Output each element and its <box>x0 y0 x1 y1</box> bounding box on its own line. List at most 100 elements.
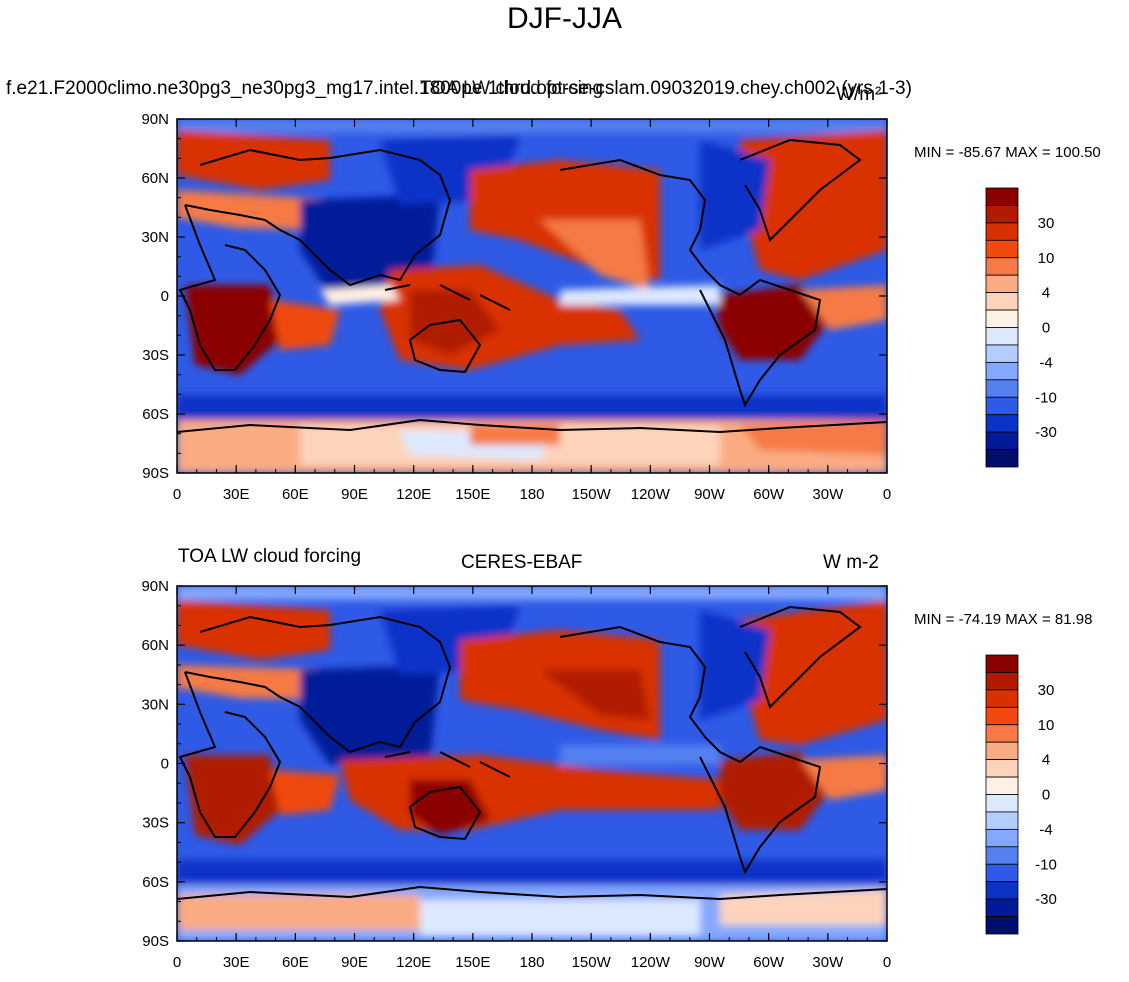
panel2-lon-label: 90E <box>341 954 368 971</box>
panel2-colorbar-label: -10 <box>1035 856 1057 873</box>
panel1-colorbar-label: 4 <box>1042 285 1050 302</box>
panel1-colorbar-swatch <box>985 309 1019 328</box>
panel2-colorbar-swatch <box>985 794 1019 813</box>
panel1-colorbar-swatch <box>985 257 1019 276</box>
panel2-colorbar-swatch <box>985 776 1019 795</box>
panel1-lat-label: 90S <box>142 465 169 482</box>
colorbar-layer: 30 10 4 0 -4 -10 -30 30 10 4 0 -4 -10 -30 <box>985 187 1057 935</box>
panel1-lon-label: 60W <box>753 486 785 503</box>
panel1-lon-label: 120E <box>396 486 431 503</box>
panel2-lat-label: 60N <box>141 637 169 654</box>
panel2-lon-label: 60E <box>282 954 309 971</box>
panel2-lon-label: 150E <box>455 954 490 971</box>
panel1-colorbar-swatch <box>985 327 1019 346</box>
panel2-lon-label: 30E <box>223 954 250 971</box>
panel1-map <box>176 118 888 474</box>
panel1-lon-label: 0 <box>883 486 891 503</box>
panel2-lat-label: 30S <box>142 815 169 832</box>
panel1-colorbar-label: 10 <box>1038 250 1055 267</box>
panel2-lat-label: 0 <box>161 756 169 773</box>
panel2-colorbar-swatch <box>985 654 1019 673</box>
panel1-lon-label: 60E <box>282 486 309 503</box>
panel2-colorbar-swatch <box>985 706 1019 726</box>
panel1-lon-label: 30W <box>812 486 844 503</box>
panel1-colorbar-swatch <box>985 449 1019 468</box>
panel2-colorbar-swatch <box>985 724 1019 743</box>
panel2-lat-label: 90N <box>141 578 169 595</box>
panel1-colorbar-label: 30 <box>1038 215 1055 232</box>
panel2-units: W m-2 <box>823 552 879 573</box>
panel2-colorbar-label: 30 <box>1038 682 1055 699</box>
panel1-lon-label: 0 <box>173 486 181 503</box>
panel1-colorbar-swatch <box>985 396 1019 416</box>
panel2-colorbar-swatch <box>985 689 1019 708</box>
panel2-lon-label: 30W <box>812 954 844 971</box>
panel1-coastlines <box>177 138 887 434</box>
panel2-colorbar-swatch <box>985 863 1019 883</box>
panel1-colorbar-swatch <box>985 379 1019 398</box>
panel1-colorbar-label: 0 <box>1042 320 1050 337</box>
panel2-coastlines <box>177 605 887 901</box>
panel2-minmax: MIN = -74.19 MAX = 81.98 <box>914 611 1093 628</box>
panel2-colorbar-swatch <box>985 898 1019 917</box>
panel2-colorbar-label: -30 <box>1035 891 1057 908</box>
panel2-dataset-title: CERES-EBAF <box>461 552 583 573</box>
panel1-lon-label: 90E <box>341 486 368 503</box>
panel2-map <box>176 585 888 942</box>
panel2-variable-title: TOA LW cloud forcing <box>178 546 362 567</box>
panel2-lon-label: 0 <box>883 954 891 971</box>
panel2-colorbar-swatch <box>985 828 1019 848</box>
panel2-colorbar-label: 10 <box>1038 717 1055 734</box>
panel2-colorbar-swatch <box>985 672 1019 691</box>
panel2-colorbar-label: -4 <box>1039 821 1052 838</box>
panel1-colorbar-label: -30 <box>1035 424 1057 441</box>
panel2-colorbar-swatch <box>985 759 1019 778</box>
panel1-colorbar-label: -10 <box>1035 389 1057 406</box>
panel2-lon-label: 180 <box>519 954 544 971</box>
panel1-variable-title: TOA LW cloud forcing <box>420 78 604 99</box>
panel2-lon-label: 120W <box>631 954 671 971</box>
panel1-lon-label: 150E <box>455 486 490 503</box>
panel1-lat-label: 30S <box>142 347 169 364</box>
panel1-minmax: MIN = -85.67 MAX = 100.50 <box>914 144 1101 161</box>
panel1-lat-label: 90N <box>141 111 169 128</box>
panel1-colorbar-swatch <box>985 414 1019 433</box>
panel1-colorbar-swatch <box>985 361 1019 381</box>
panel1-colorbar-swatch <box>985 222 1019 241</box>
panel2-colorbar-swatch <box>985 846 1019 865</box>
panel1-field-patches <box>177 119 887 473</box>
panel1-lon-label: 150W <box>572 486 612 503</box>
panel2-colorbar-swatch <box>985 741 1019 761</box>
panel1-lat-label: 60S <box>142 406 169 423</box>
panel2-colorbar-label: 4 <box>1042 752 1050 769</box>
panel1-lon-label: 180 <box>519 486 544 503</box>
panel1-colorbar-swatch <box>985 239 1019 259</box>
panel2-lon-label: 0 <box>173 954 181 971</box>
panel1-lat-label: 0 <box>161 288 169 305</box>
panel1-colorbar-swatch <box>985 274 1019 294</box>
panel1-lon-label: 90W <box>694 486 726 503</box>
panel2-colorbar-swatch <box>985 811 1019 830</box>
panel1-colorbar-label: -4 <box>1039 354 1052 371</box>
panel1-units: W/m² <box>836 84 882 105</box>
panel1-lat-label: 60N <box>141 170 169 187</box>
panel2-colorbar-swatch <box>985 881 1019 900</box>
panel2-lon-label: 150W <box>572 954 612 971</box>
panel2-colorbar-label: 0 <box>1042 787 1050 804</box>
panel2-colorbar-swatch <box>985 916 1019 935</box>
panel2-lat-label: 60S <box>142 874 169 891</box>
panel1-lon-label: 120W <box>631 486 671 503</box>
panel2-lon-label: 60W <box>753 954 785 971</box>
panel1-colorbar-swatch <box>985 187 1019 206</box>
panel1-lat-label: 30N <box>141 229 169 246</box>
panel1-case-title: f.e21.F2000climo.ne30pg3_ne30pg3_mg17.in… <box>6 78 912 99</box>
panel2-lat-label: 90S <box>142 933 169 950</box>
panel2-lon-label: 90W <box>694 954 726 971</box>
panel2-lat-label: 30N <box>141 696 169 713</box>
panel1-lon-label: 30E <box>223 486 250 503</box>
panel1-colorbar-swatch <box>985 205 1019 224</box>
panel1-colorbar-swatch <box>985 431 1019 450</box>
page-title: DJF-JJA <box>507 2 622 35</box>
